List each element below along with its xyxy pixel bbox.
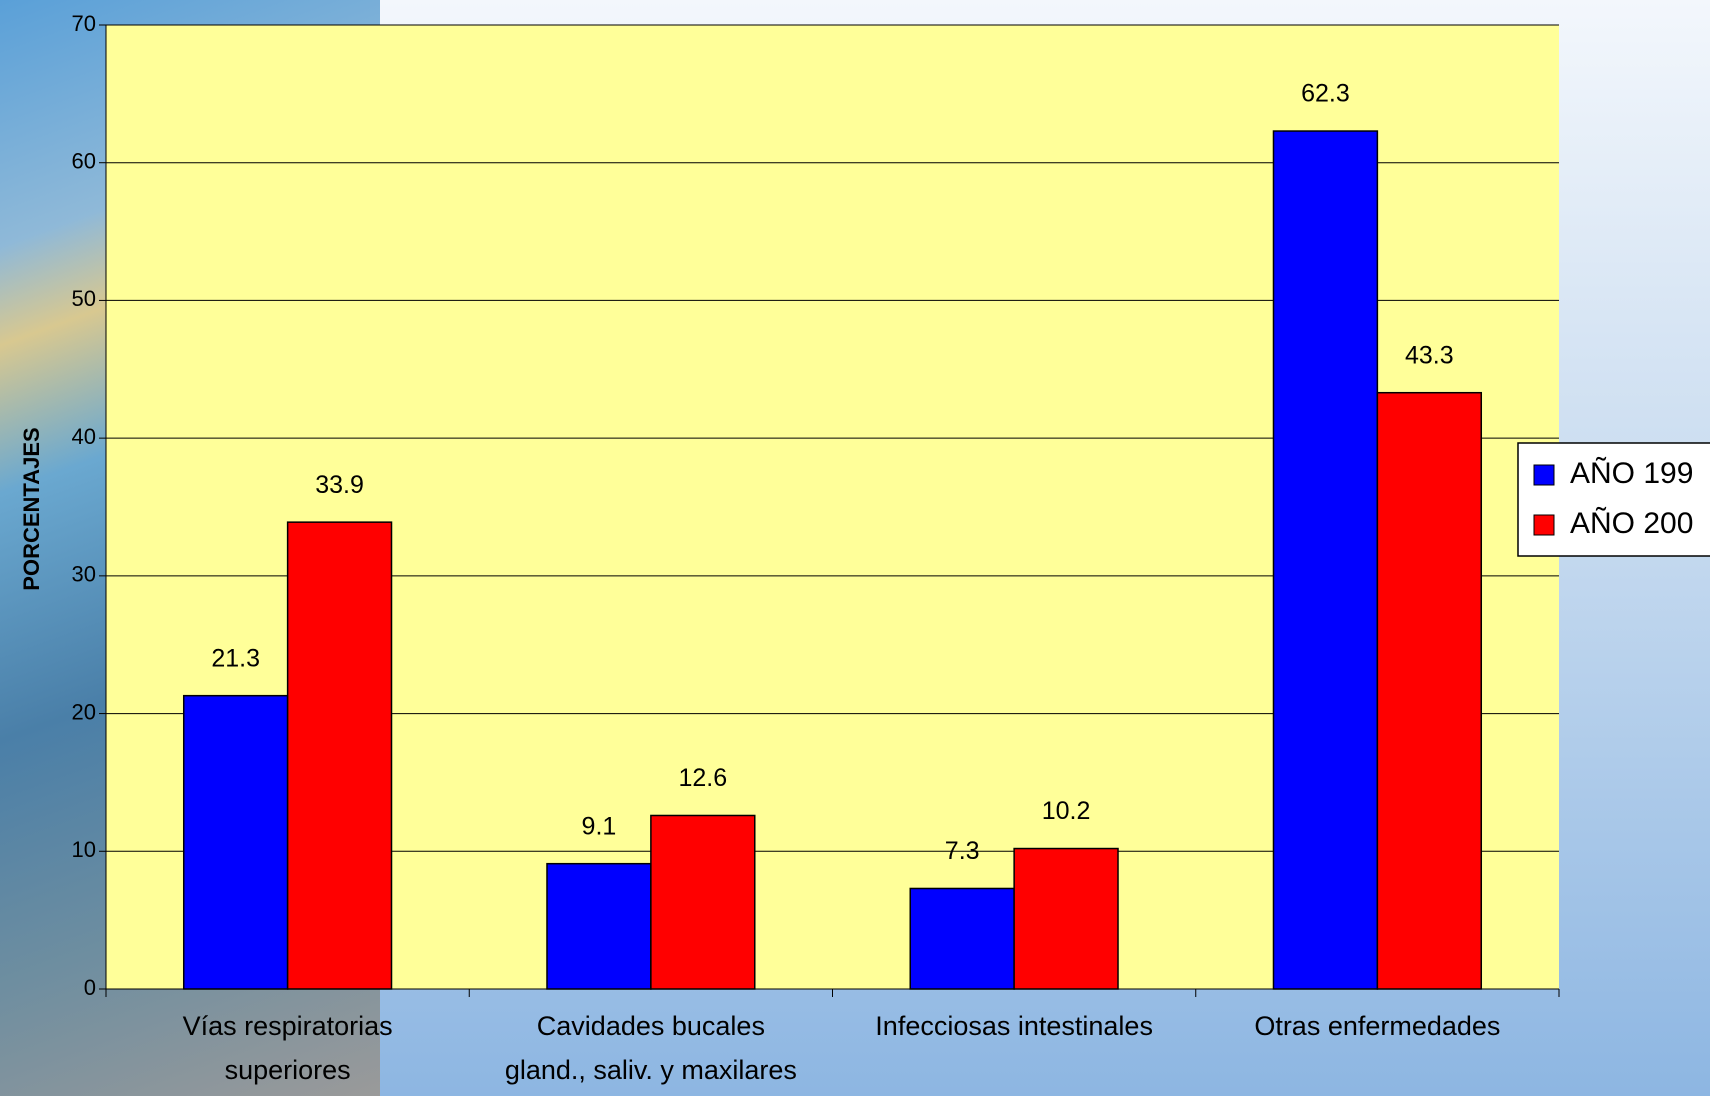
- y-tick-label: 50: [72, 286, 96, 311]
- x-tick-label: Cavidades bucales gland., saliv. y maxil…: [504, 1011, 797, 1085]
- legend-swatch: [1533, 514, 1555, 536]
- y-tick-label: 20: [72, 699, 96, 724]
- bar: [1272, 130, 1379, 990]
- data-label: 21.3: [211, 644, 260, 672]
- bar: [1013, 847, 1119, 990]
- bar: [1376, 391, 1483, 990]
- y-tick-label: 30: [72, 562, 96, 587]
- bar: [182, 694, 289, 990]
- y-tick-label: 60: [72, 149, 96, 174]
- y-axis-title: PORCENTAJES: [19, 427, 44, 590]
- data-label: 10.2: [1042, 797, 1091, 825]
- y-tick-label: 10: [72, 837, 96, 862]
- data-label: 33.9: [315, 471, 364, 499]
- data-label: 9.1: [582, 812, 617, 840]
- data-label: 7.3: [945, 837, 980, 865]
- legend-swatch: [1533, 464, 1555, 486]
- data-label: 12.6: [678, 764, 727, 792]
- y-tick-label: 70: [72, 11, 96, 36]
- legend-label: AÑO 199: [1570, 456, 1693, 490]
- x-tick-label: Vías respiratorias superiores: [182, 1011, 393, 1085]
- x-tick-label: Otras enfermedades: [1254, 1011, 1501, 1041]
- y-tick-label: 40: [72, 424, 96, 449]
- data-label: 43.3: [1405, 341, 1454, 369]
- y-tick-label: 0: [84, 975, 96, 1000]
- bar: [650, 814, 756, 990]
- data-label: 62.3: [1301, 80, 1350, 108]
- legend-box: [1517, 442, 1710, 557]
- bar: [286, 521, 393, 990]
- bar: [546, 862, 652, 990]
- x-tick-label: Infecciosas intestinales: [875, 1011, 1153, 1041]
- legend-label: AÑO 200: [1570, 506, 1693, 540]
- bar: [909, 887, 1015, 990]
